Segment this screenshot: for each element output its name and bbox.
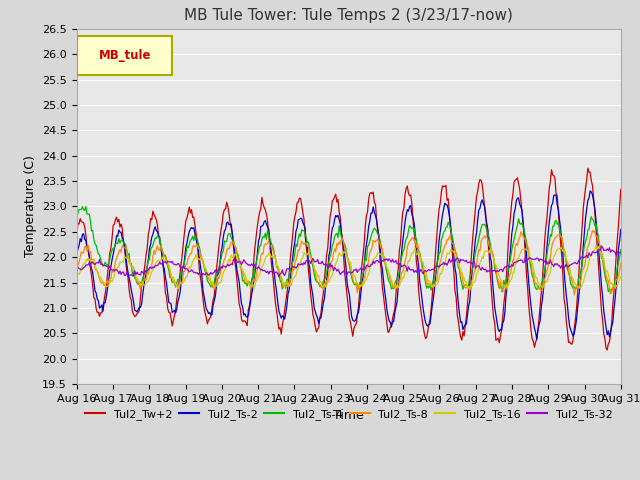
Tul2_Tw+2	[567, 341, 575, 347]
Tul2_Tw+2	[378, 267, 385, 273]
Tul2_Ts-16	[302, 252, 310, 257]
Y-axis label: Temperature (C): Temperature (C)	[24, 156, 36, 257]
Tul2_Ts-2	[473, 230, 481, 236]
Tul2_Ts-8	[403, 244, 411, 250]
Tul2_Ts-8	[473, 262, 481, 268]
Line: Tul2_Ts-32: Tul2_Ts-32	[77, 246, 621, 277]
Tul2_Ts-8	[570, 292, 578, 298]
Tul2_Ts-4	[568, 283, 576, 289]
Legend: Tul2_Tw+2, Tul2_Ts-2, Tul2_Ts-4, Tul2_Ts-8, Tul2_Ts-16, Tul2_Ts-32: Tul2_Tw+2, Tul2_Ts-2, Tul2_Ts-4, Tul2_Ts…	[81, 405, 617, 425]
Tul2_Ts-8	[73, 267, 81, 273]
Tul2_Ts-4	[82, 204, 90, 209]
FancyBboxPatch shape	[77, 36, 172, 75]
Tul2_Tw+2	[584, 165, 592, 171]
Tul2_Ts-4	[617, 247, 625, 252]
Tul2_Ts-16	[73, 273, 81, 278]
Tul2_Ts-16	[617, 274, 625, 280]
Tul2_Ts-32	[378, 257, 386, 263]
Tul2_Ts-32	[617, 250, 625, 255]
Tul2_Ts-16	[403, 262, 411, 267]
Tul2_Ts-32	[275, 274, 283, 280]
Tul2_Ts-16	[474, 269, 481, 275]
Tul2_Tw+2	[403, 183, 411, 189]
Tul2_Ts-32	[73, 266, 81, 272]
X-axis label: Time: Time	[333, 409, 364, 422]
Tul2_Ts-2	[568, 330, 576, 336]
Tul2_Ts-16	[242, 274, 250, 280]
Text: MB_tule: MB_tule	[99, 49, 151, 62]
Tul2_Ts-2	[242, 313, 250, 319]
Tul2_Ts-32	[474, 263, 481, 269]
Tul2_Tw+2	[302, 243, 310, 249]
Line: Tul2_Tw+2: Tul2_Tw+2	[77, 168, 621, 350]
Line: Tul2_Ts-16: Tul2_Ts-16	[77, 245, 621, 289]
Tul2_Ts-4	[303, 240, 311, 246]
Tul2_Ts-2	[586, 188, 594, 194]
Tul2_Ts-2	[617, 227, 625, 232]
Tul2_Ts-2	[378, 260, 385, 265]
Tul2_Ts-32	[242, 260, 250, 266]
Tul2_Ts-16	[568, 274, 576, 280]
Tul2_Ts-4	[474, 241, 481, 247]
Tul2_Ts-4	[243, 283, 251, 289]
Tul2_Ts-8	[378, 246, 385, 252]
Tul2_Tw+2	[242, 320, 250, 325]
Tul2_Ts-8	[589, 228, 596, 233]
Tul2_Ts-2	[302, 241, 310, 247]
Tul2_Ts-8	[617, 260, 625, 266]
Tul2_Ts-8	[242, 280, 250, 286]
Tul2_Tw+2	[73, 232, 81, 238]
Tul2_Ts-2	[533, 337, 541, 343]
Tul2_Ts-16	[592, 242, 600, 248]
Tul2_Ts-4	[73, 215, 81, 220]
Tul2_Ts-32	[303, 257, 311, 263]
Tul2_Ts-4	[378, 248, 386, 253]
Tul2_Ts-8	[567, 274, 575, 280]
Title: MB Tule Tower: Tule Temps 2 (3/23/17-now): MB Tule Tower: Tule Temps 2 (3/23/17-now…	[184, 9, 513, 24]
Tul2_Ts-2	[73, 251, 81, 256]
Tul2_Ts-4	[607, 291, 614, 297]
Tul2_Ts-16	[466, 287, 474, 292]
Tul2_Ts-16	[378, 251, 385, 256]
Tul2_Ts-32	[568, 261, 576, 267]
Tul2_Ts-2	[403, 207, 411, 213]
Tul2_Ts-32	[598, 243, 605, 249]
Tul2_Ts-32	[404, 264, 412, 270]
Tul2_Ts-8	[302, 240, 310, 246]
Line: Tul2_Ts-8: Tul2_Ts-8	[77, 230, 621, 295]
Tul2_Tw+2	[473, 193, 481, 199]
Tul2_Tw+2	[617, 186, 625, 192]
Tul2_Tw+2	[604, 347, 611, 353]
Line: Tul2_Ts-4: Tul2_Ts-4	[77, 206, 621, 294]
Tul2_Ts-4	[404, 228, 412, 234]
Line: Tul2_Ts-2: Tul2_Ts-2	[77, 191, 621, 340]
